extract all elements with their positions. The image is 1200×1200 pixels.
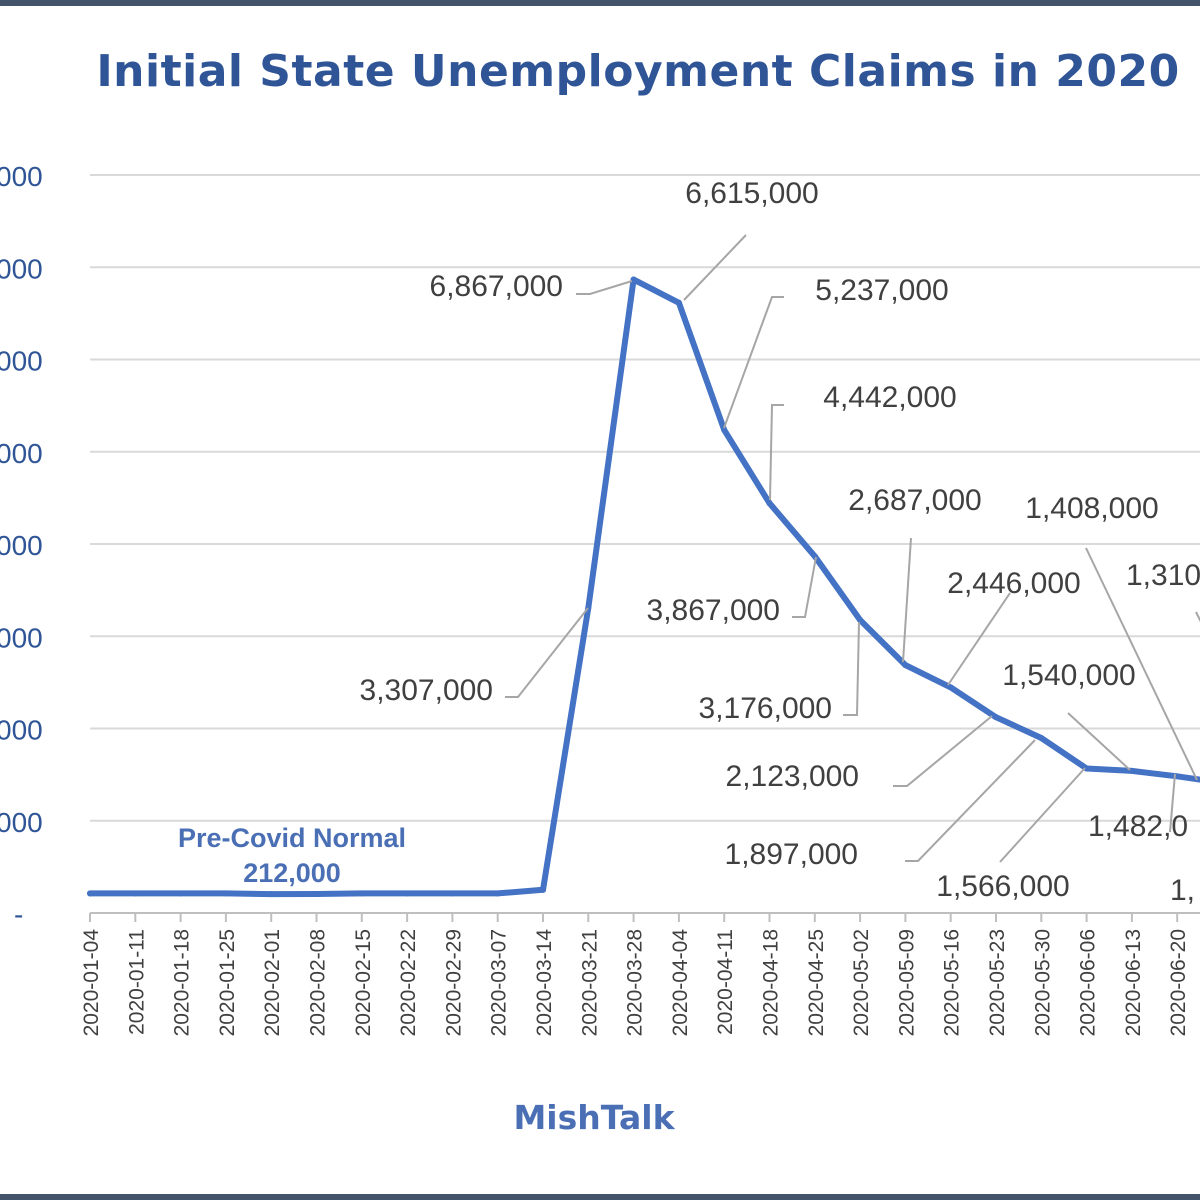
data-label-leader [947,592,1011,686]
x-tick-label: 2020-04-04 [669,929,692,1037]
data-point [947,684,954,691]
data-point [721,426,728,433]
data-point [1038,735,1045,742]
data-label-leader [905,739,1036,862]
data-label: 3,867,000 [647,594,780,627]
x-tick-label: 2020-02-15 [352,929,375,1036]
data-label: 1,566,000 [936,870,1069,903]
data-point [222,890,229,897]
data-point [630,276,637,283]
data-label: 6,867,000 [430,270,563,303]
data-label-leader [576,280,633,295]
y-tick-label: 000 [0,530,43,561]
data-point [358,890,365,897]
data-label-leader [792,556,817,618]
data-point [993,714,999,721]
data-label: 2,446,000 [947,567,1080,600]
y-tick-label: 000 [0,161,43,192]
data-label-leader [999,767,1086,863]
bottom-border [0,1194,1200,1200]
annotation-text: 212,000 [243,858,341,888]
y-tick-label: - [14,899,23,930]
data-label-leader [893,715,993,787]
x-tick-label: 2020-05-16 [941,929,964,1036]
data-label: 4,442,000 [823,381,956,414]
data-point [902,662,909,669]
x-tick-label: 2020-06-13 [1122,929,1145,1036]
x-tick-label: 2020-02-22 [397,929,420,1036]
data-point [268,891,275,898]
x-tick-label: 2020-02-08 [307,929,330,1036]
data-label: 1, [1170,874,1195,907]
data-point [87,890,93,897]
data-label-leader [769,404,784,501]
x-tick-label: 2020-01-04 [80,929,103,1037]
data-label: 3,307,000 [360,674,493,707]
data-point [857,617,864,624]
y-tick-label: 000 [0,807,43,838]
x-tick-label: 2020-03-14 [533,929,556,1037]
x-tick-label: 2020-05-09 [895,929,918,1036]
x-tick-label: 2020-01-25 [216,929,239,1036]
data-label-leader [723,296,784,429]
data-label-leader [1085,547,1198,781]
y-tick-label: 000 [0,715,43,746]
data-label: 1,540,000 [1002,659,1135,692]
x-tick-label: 2020-01-11 [125,929,148,1035]
x-tick-label: 2020-02-01 [261,929,284,1036]
x-tick-label: 2020-06-06 [1077,929,1100,1036]
data-point [766,500,773,507]
y-tick-label: 000 [0,622,43,653]
x-tick-label: 2020-04-18 [760,929,783,1036]
data-label: 1,408,000 [1025,492,1158,525]
x-tick-label: 2020-03-07 [488,929,511,1036]
data-point [675,299,682,306]
data-point [177,890,184,897]
x-tick-label: 2020-05-23 [986,929,1009,1036]
data-point [132,890,139,897]
data-label-leader [683,234,747,301]
data-label: 1,482,0 [1088,810,1188,843]
x-tick-label: 2020-01-18 [171,929,194,1036]
x-tick-label: 2020-03-21 [578,929,601,1036]
data-label-leader [1195,611,1200,623]
y-tick-label: 000 [0,346,43,377]
data-label-leader [505,607,589,698]
x-tick-label: 2020-05-30 [1031,929,1054,1036]
data-label: 2,687,000 [848,484,981,517]
x-tick-label: 2020-05-02 [850,929,873,1036]
data-label: 3,176,000 [699,692,832,725]
x-tick-label: 2020-04-25 [805,929,828,1036]
data-label-leader [1067,712,1131,771]
data-point [404,890,411,897]
data-label-leader [1169,773,1176,833]
data-point [1083,765,1090,772]
x-tick-label: 2020-04-11 [714,929,737,1035]
data-point [313,890,320,897]
y-tick-label: 000 [0,253,43,284]
annotation-text: Pre-Covid Normal [178,823,406,853]
data-point [494,890,501,897]
data-label: 1,897,000 [725,838,858,871]
x-tick-label: 2020-02-29 [442,929,465,1036]
data-point [449,890,456,897]
data-label-leader [843,621,860,716]
top-border [0,0,1200,6]
y-tick-label: 000 [0,438,43,469]
chart-title: Initial State Unemployment Claims in 202… [96,46,1180,97]
data-point [540,886,546,893]
x-axis-title: MishTalk [513,1098,675,1137]
series-line [87,276,1200,898]
data-label: 2,123,000 [726,760,859,793]
data-label: 6,615,000 [685,177,818,210]
data-label: 1,310 [1126,559,1200,592]
x-tick-label: 2020-03-28 [624,929,647,1036]
data-label: 5,237,000 [815,274,948,307]
data-label-leader [902,537,912,663]
x-tick-label: 2020-06-20 [1167,929,1190,1036]
